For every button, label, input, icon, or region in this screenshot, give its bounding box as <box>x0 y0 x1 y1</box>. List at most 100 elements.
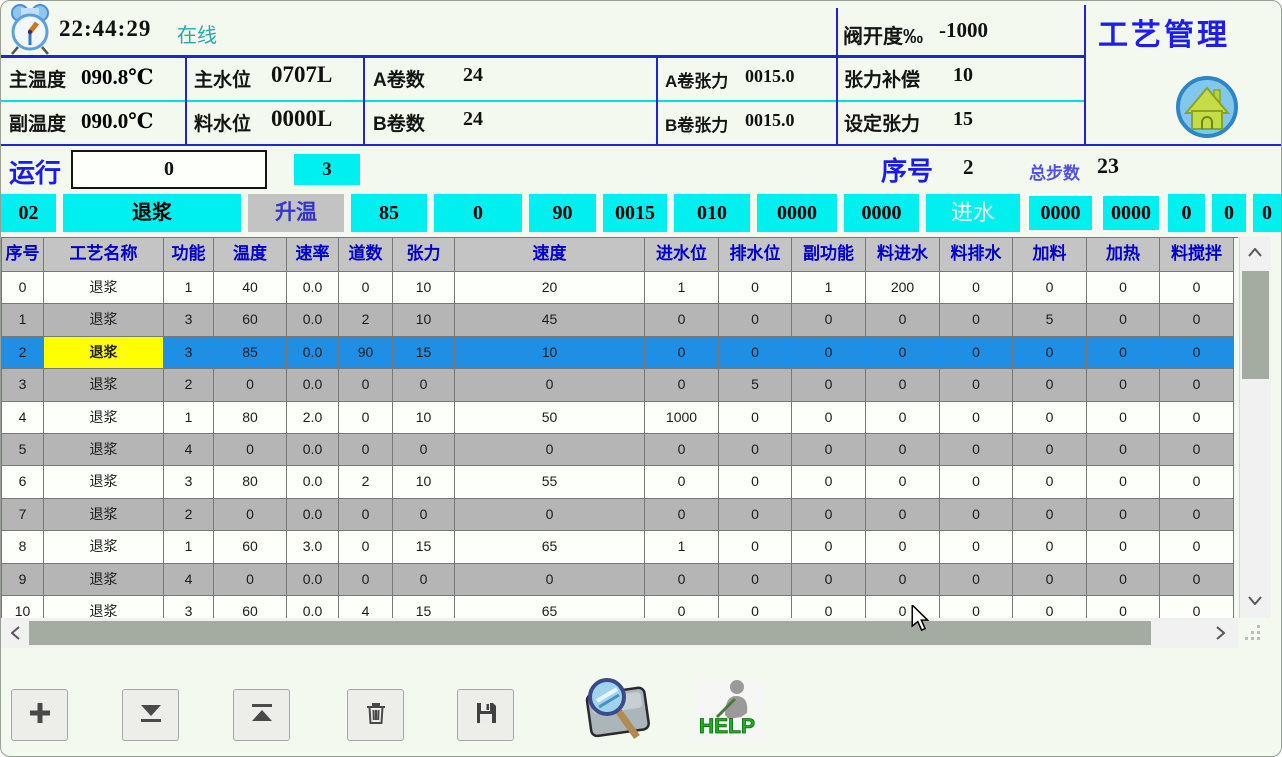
table-cell[interactable]: 0 <box>866 563 940 596</box>
step-strip-cell[interactable]: 进水 <box>926 194 1020 232</box>
table-cell[interactable]: 0 <box>719 401 792 434</box>
scroll-up-icon[interactable] <box>1239 239 1271 265</box>
table-cell[interactable]: 0 <box>1013 369 1087 402</box>
table-cell[interactable]: 0 <box>1087 433 1160 467</box>
table-cell[interactable]: 0 <box>214 433 287 467</box>
table-cell[interactable]: 60 <box>214 304 287 337</box>
table-cell[interactable]: 0 <box>866 498 940 532</box>
step-strip-cell[interactable]: 0000 <box>844 194 919 232</box>
table-row[interactable]: 10 退浆 3 60 0.0 4 15 65 0 0 0 0 0 0 0 0 <box>2 595 1238 618</box>
table-cell[interactable]: 0 <box>339 563 393 596</box>
table-cell[interactable]: 0 <box>1160 466 1234 499</box>
table-cell[interactable]: 0 <box>1013 531 1087 564</box>
scroll-left-icon[interactable] <box>1 618 29 648</box>
table-cell[interactable]: 3 <box>164 595 214 618</box>
insert-step-below-button[interactable] <box>122 689 179 741</box>
table-cell[interactable]: 退浆 <box>44 595 164 618</box>
table-cell[interactable]: 80 <box>214 401 287 434</box>
table-cell[interactable]: 10 <box>393 272 455 305</box>
table-cell[interactable]: 0 <box>1013 466 1087 499</box>
table-cell[interactable]: 退浆 <box>44 433 164 467</box>
step-strip-cell[interactable]: 0015 <box>603 194 667 232</box>
table-cell[interactable]: 0 <box>792 369 866 402</box>
step-strip-cell[interactable]: 0000 <box>1101 194 1161 232</box>
table-row[interactable]: 9 退浆 4 0 0.0 0 0 0 0 0 0 0 0 0 0 0 <box>2 563 1238 596</box>
table-cell[interactable]: 0 <box>940 531 1013 564</box>
table-cell[interactable]: 0 <box>1087 563 1160 596</box>
table-cell[interactable]: 4 <box>164 563 214 596</box>
table-cell[interactable]: 0.0 <box>287 272 339 305</box>
table-cell[interactable]: 0 <box>866 595 940 618</box>
table-cell[interactable]: 0 <box>719 563 792 596</box>
table-cell[interactable]: 50 <box>455 401 645 434</box>
table-cell[interactable]: 1 <box>645 272 719 305</box>
table-cell[interactable]: 0 <box>339 369 393 402</box>
table-cell[interactable]: 0 <box>792 466 866 499</box>
table-cell[interactable]: 0 <box>866 304 940 337</box>
table-cell[interactable]: 0 <box>792 498 866 532</box>
table-cell[interactable]: 0.0 <box>287 433 339 467</box>
table-cell[interactable]: 0 <box>719 498 792 532</box>
table-cell[interactable]: 0 <box>1087 336 1160 370</box>
table-cell[interactable]: 0 <box>940 466 1013 499</box>
table-cell[interactable]: 2 <box>339 304 393 337</box>
table-cell[interactable]: 0 <box>1013 563 1087 596</box>
table-cell[interactable]: 0 <box>792 531 866 564</box>
table-cell[interactable]: 0 <box>1013 401 1087 434</box>
table-cell[interactable]: 1000 <box>645 401 719 434</box>
add-step-button[interactable] <box>11 689 68 741</box>
step-strip-cell[interactable]: 0000 <box>1027 194 1094 232</box>
table-cell[interactable]: 0 <box>1160 498 1234 532</box>
table-cell[interactable]: 80 <box>214 466 287 499</box>
scroll-right-icon[interactable] <box>1205 618 1235 648</box>
table-cell[interactable]: 退浆 <box>44 531 164 564</box>
table-cell[interactable]: 0 <box>2 272 44 305</box>
table-cell[interactable]: 4 <box>2 401 44 434</box>
table-cell[interactable]: 10 <box>393 304 455 337</box>
table-cell[interactable]: 0 <box>940 336 1013 370</box>
step-strip-cell[interactable]: 0 <box>1212 194 1246 232</box>
table-cell[interactable]: 退浆 <box>44 498 164 532</box>
table-cell[interactable]: 0 <box>792 433 866 467</box>
table-cell[interactable]: 0 <box>1160 433 1234 467</box>
save-recipe-button[interactable] <box>457 689 514 741</box>
table-cell[interactable]: 0 <box>393 433 455 467</box>
table-cell[interactable]: 退浆 <box>44 369 164 402</box>
table-cell[interactable]: 0 <box>339 272 393 305</box>
table-cell[interactable]: 0 <box>940 498 1013 532</box>
table-cell[interactable]: 3 <box>2 369 44 402</box>
table-cell[interactable]: 3 <box>164 304 214 337</box>
step-strip-cell[interactable]: 0 <box>1168 194 1205 232</box>
table-cell[interactable]: 0 <box>1087 466 1160 499</box>
step-strip-cell[interactable]: 85 <box>351 194 427 232</box>
table-cell[interactable]: 0 <box>645 498 719 532</box>
table-cell[interactable]: 0 <box>719 433 792 467</box>
step-strip-cell[interactable]: 退浆 <box>63 194 241 232</box>
table-cell[interactable]: 0 <box>339 498 393 532</box>
table-cell[interactable]: 0 <box>940 401 1013 434</box>
table-cell[interactable]: 1 <box>164 401 214 434</box>
table-cell[interactable]: 退浆 <box>44 304 164 337</box>
scroll-down-icon[interactable] <box>1239 587 1271 613</box>
table-cell[interactable]: 0 <box>719 595 792 618</box>
step-strip-cell[interactable]: 0000 <box>757 194 837 232</box>
table-cell[interactable]: 9 <box>2 563 44 596</box>
aux-step-box[interactable]: 3 <box>294 154 360 185</box>
home-icon[interactable] <box>1175 75 1239 144</box>
table-cell[interactable]: 1 <box>2 304 44 337</box>
magnifier-document-icon[interactable] <box>575 673 659 752</box>
table-cell[interactable]: 2 <box>339 466 393 499</box>
table-cell[interactable]: 退浆 <box>44 563 164 596</box>
table-cell[interactable]: 2 <box>2 336 44 370</box>
table-cell[interactable]: 60 <box>214 531 287 564</box>
table-cell[interactable]: 45 <box>455 304 645 337</box>
table-cell[interactable]: 0 <box>719 272 792 305</box>
table-cell[interactable]: 退浆 <box>44 272 164 305</box>
table-cell[interactable]: 0 <box>645 466 719 499</box>
table-cell[interactable]: 1 <box>792 272 866 305</box>
table-cell[interactable]: 0 <box>1160 304 1234 337</box>
table-cell[interactable]: 1 <box>164 531 214 564</box>
table-cell[interactable]: 0 <box>792 401 866 434</box>
table-cell[interactable]: 0 <box>1087 531 1160 564</box>
table-cell[interactable]: 0 <box>214 369 287 402</box>
